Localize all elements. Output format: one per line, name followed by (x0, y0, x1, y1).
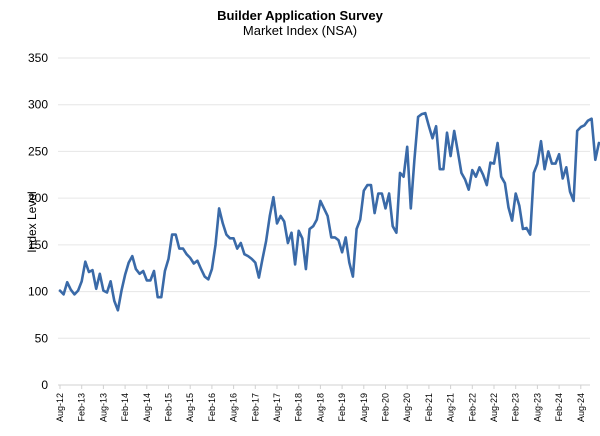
y-tick-label: 200 (28, 191, 48, 205)
y-axis-label: Index Level (25, 191, 39, 252)
x-tick-label: Aug-13 (98, 393, 108, 422)
x-tick-label: Feb-17 (250, 393, 260, 422)
x-axis-ticks: Aug-12 Feb-13 Aug-13 Feb-14 Aug-14 Feb-15 Aug-… (55, 393, 586, 422)
x-tick-label: Aug-12 (55, 393, 65, 422)
x-tick-label: Feb-21 (424, 393, 434, 422)
series-lines (58, 111, 600, 312)
x-tick-label: Feb-20 (381, 393, 391, 422)
x-tick-label: Aug-14 (142, 393, 152, 422)
x-tick-label: Feb-16 (207, 393, 217, 422)
x-tick-label: Feb-24 (554, 393, 564, 422)
x-tick-label: Feb-14 (120, 393, 130, 422)
x-tick-label: Aug-20 (402, 393, 412, 422)
x-tick-label: Feb-18 (294, 393, 304, 422)
x-tick-label: Aug-16 (229, 393, 239, 422)
x-tick-label: Aug-23 (532, 393, 542, 422)
x-tick-label: Feb-22 (467, 393, 477, 422)
y-tick-label: 250 (28, 144, 48, 158)
x-tick-label: Aug-21 (446, 393, 456, 422)
x-tick-label: Aug-15 (185, 393, 195, 422)
x-tick-label: Aug-17 (272, 393, 282, 422)
x-tick-label: Aug-19 (359, 393, 369, 422)
x-tick-label: Feb-19 (337, 393, 347, 422)
y-axis-ticks: 0 50 100 150 200 250 300 350 (28, 51, 48, 392)
chart-subtitle: Market Index (NSA) (242, 23, 358, 38)
y-tick-label: 100 (28, 285, 48, 299)
y-tick-label: 150 (28, 238, 48, 252)
x-tick-label: Aug-22 (489, 393, 499, 422)
x-axis (59, 385, 582, 389)
x-tick-label: Feb-23 (511, 393, 521, 422)
x-tick-label: Aug-18 (315, 393, 325, 422)
gridlines (58, 57, 590, 386)
y-tick-label: 50 (35, 331, 49, 345)
y-tick-label: 300 (28, 98, 48, 112)
x-tick-label: Feb-15 (164, 393, 174, 422)
series-line (58, 111, 600, 312)
chart-title: Builder Application Survey (217, 8, 383, 23)
x-tick-label: Feb-13 (77, 393, 87, 422)
x-tick-label: Aug-24 (576, 393, 586, 422)
y-tick-label: 350 (28, 51, 48, 65)
y-tick-label: 0 (41, 378, 48, 392)
